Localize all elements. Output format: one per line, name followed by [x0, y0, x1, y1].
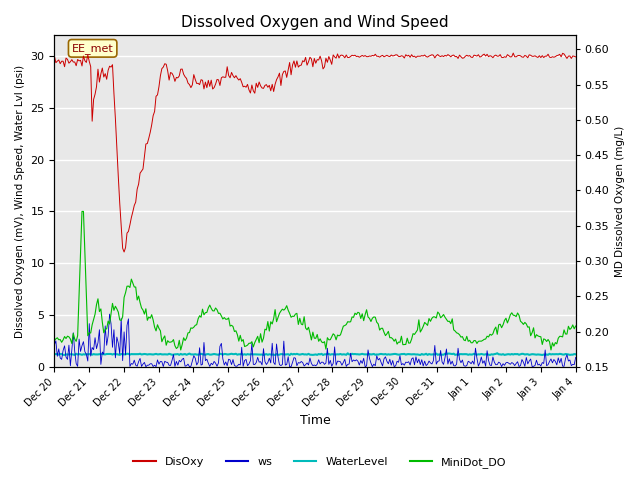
Text: EE_met: EE_met — [72, 43, 113, 54]
ws — [546, 359, 554, 364]
DisOxy — [546, 54, 554, 60]
Y-axis label: Dissolved Oxygen (mV), Wind Speed, Water Lvl (psi): Dissolved Oxygen (mV), Wind Speed, Water… — [15, 64, 25, 337]
MiniDot_DO — [51, 338, 58, 344]
Legend: DisOxy, ws, WaterLevel, MiniDot_DO: DisOxy, ws, WaterLevel, MiniDot_DO — [129, 452, 511, 472]
ws — [116, 351, 124, 357]
X-axis label: Time: Time — [300, 414, 330, 427]
MiniDot_DO — [78, 208, 86, 214]
MiniDot_DO — [282, 306, 289, 312]
DisOxy — [234, 75, 241, 81]
WaterLevel — [286, 352, 294, 358]
MiniDot_DO — [572, 323, 579, 329]
Y-axis label: MD Dissolved Oxygen (mg/L): MD Dissolved Oxygen (mg/L) — [615, 125, 625, 276]
DisOxy — [280, 69, 287, 74]
DisOxy — [225, 72, 232, 78]
Line: WaterLevel: WaterLevel — [54, 353, 575, 355]
WaterLevel — [115, 352, 122, 358]
MiniDot_DO — [235, 338, 243, 344]
Line: DisOxy: DisOxy — [54, 53, 575, 252]
ws — [286, 364, 294, 370]
WaterLevel — [493, 350, 501, 356]
ws — [207, 360, 215, 366]
ws — [225, 356, 232, 362]
MiniDot_DO — [209, 308, 216, 313]
ws — [106, 311, 113, 317]
WaterLevel — [572, 351, 579, 357]
WaterLevel — [232, 351, 240, 357]
MiniDot_DO — [116, 317, 124, 323]
DisOxy — [572, 54, 579, 60]
WaterLevel — [278, 351, 286, 357]
ws — [572, 355, 579, 360]
MiniDot_DO — [177, 347, 184, 353]
DisOxy — [509, 50, 517, 56]
ws — [280, 338, 287, 344]
ws — [234, 363, 241, 369]
WaterLevel — [546, 351, 554, 357]
Line: MiniDot_DO: MiniDot_DO — [54, 211, 575, 350]
WaterLevel — [223, 351, 231, 357]
Title: Dissolved Oxygen and Wind Speed: Dissolved Oxygen and Wind Speed — [181, 15, 449, 30]
MiniDot_DO — [546, 339, 554, 345]
Line: ws: ws — [54, 314, 575, 367]
DisOxy — [51, 53, 58, 59]
ws — [51, 342, 58, 348]
WaterLevel — [51, 351, 58, 357]
DisOxy — [115, 174, 122, 180]
MiniDot_DO — [227, 323, 234, 329]
DisOxy — [207, 77, 215, 83]
WaterLevel — [206, 352, 214, 358]
DisOxy — [120, 249, 128, 255]
